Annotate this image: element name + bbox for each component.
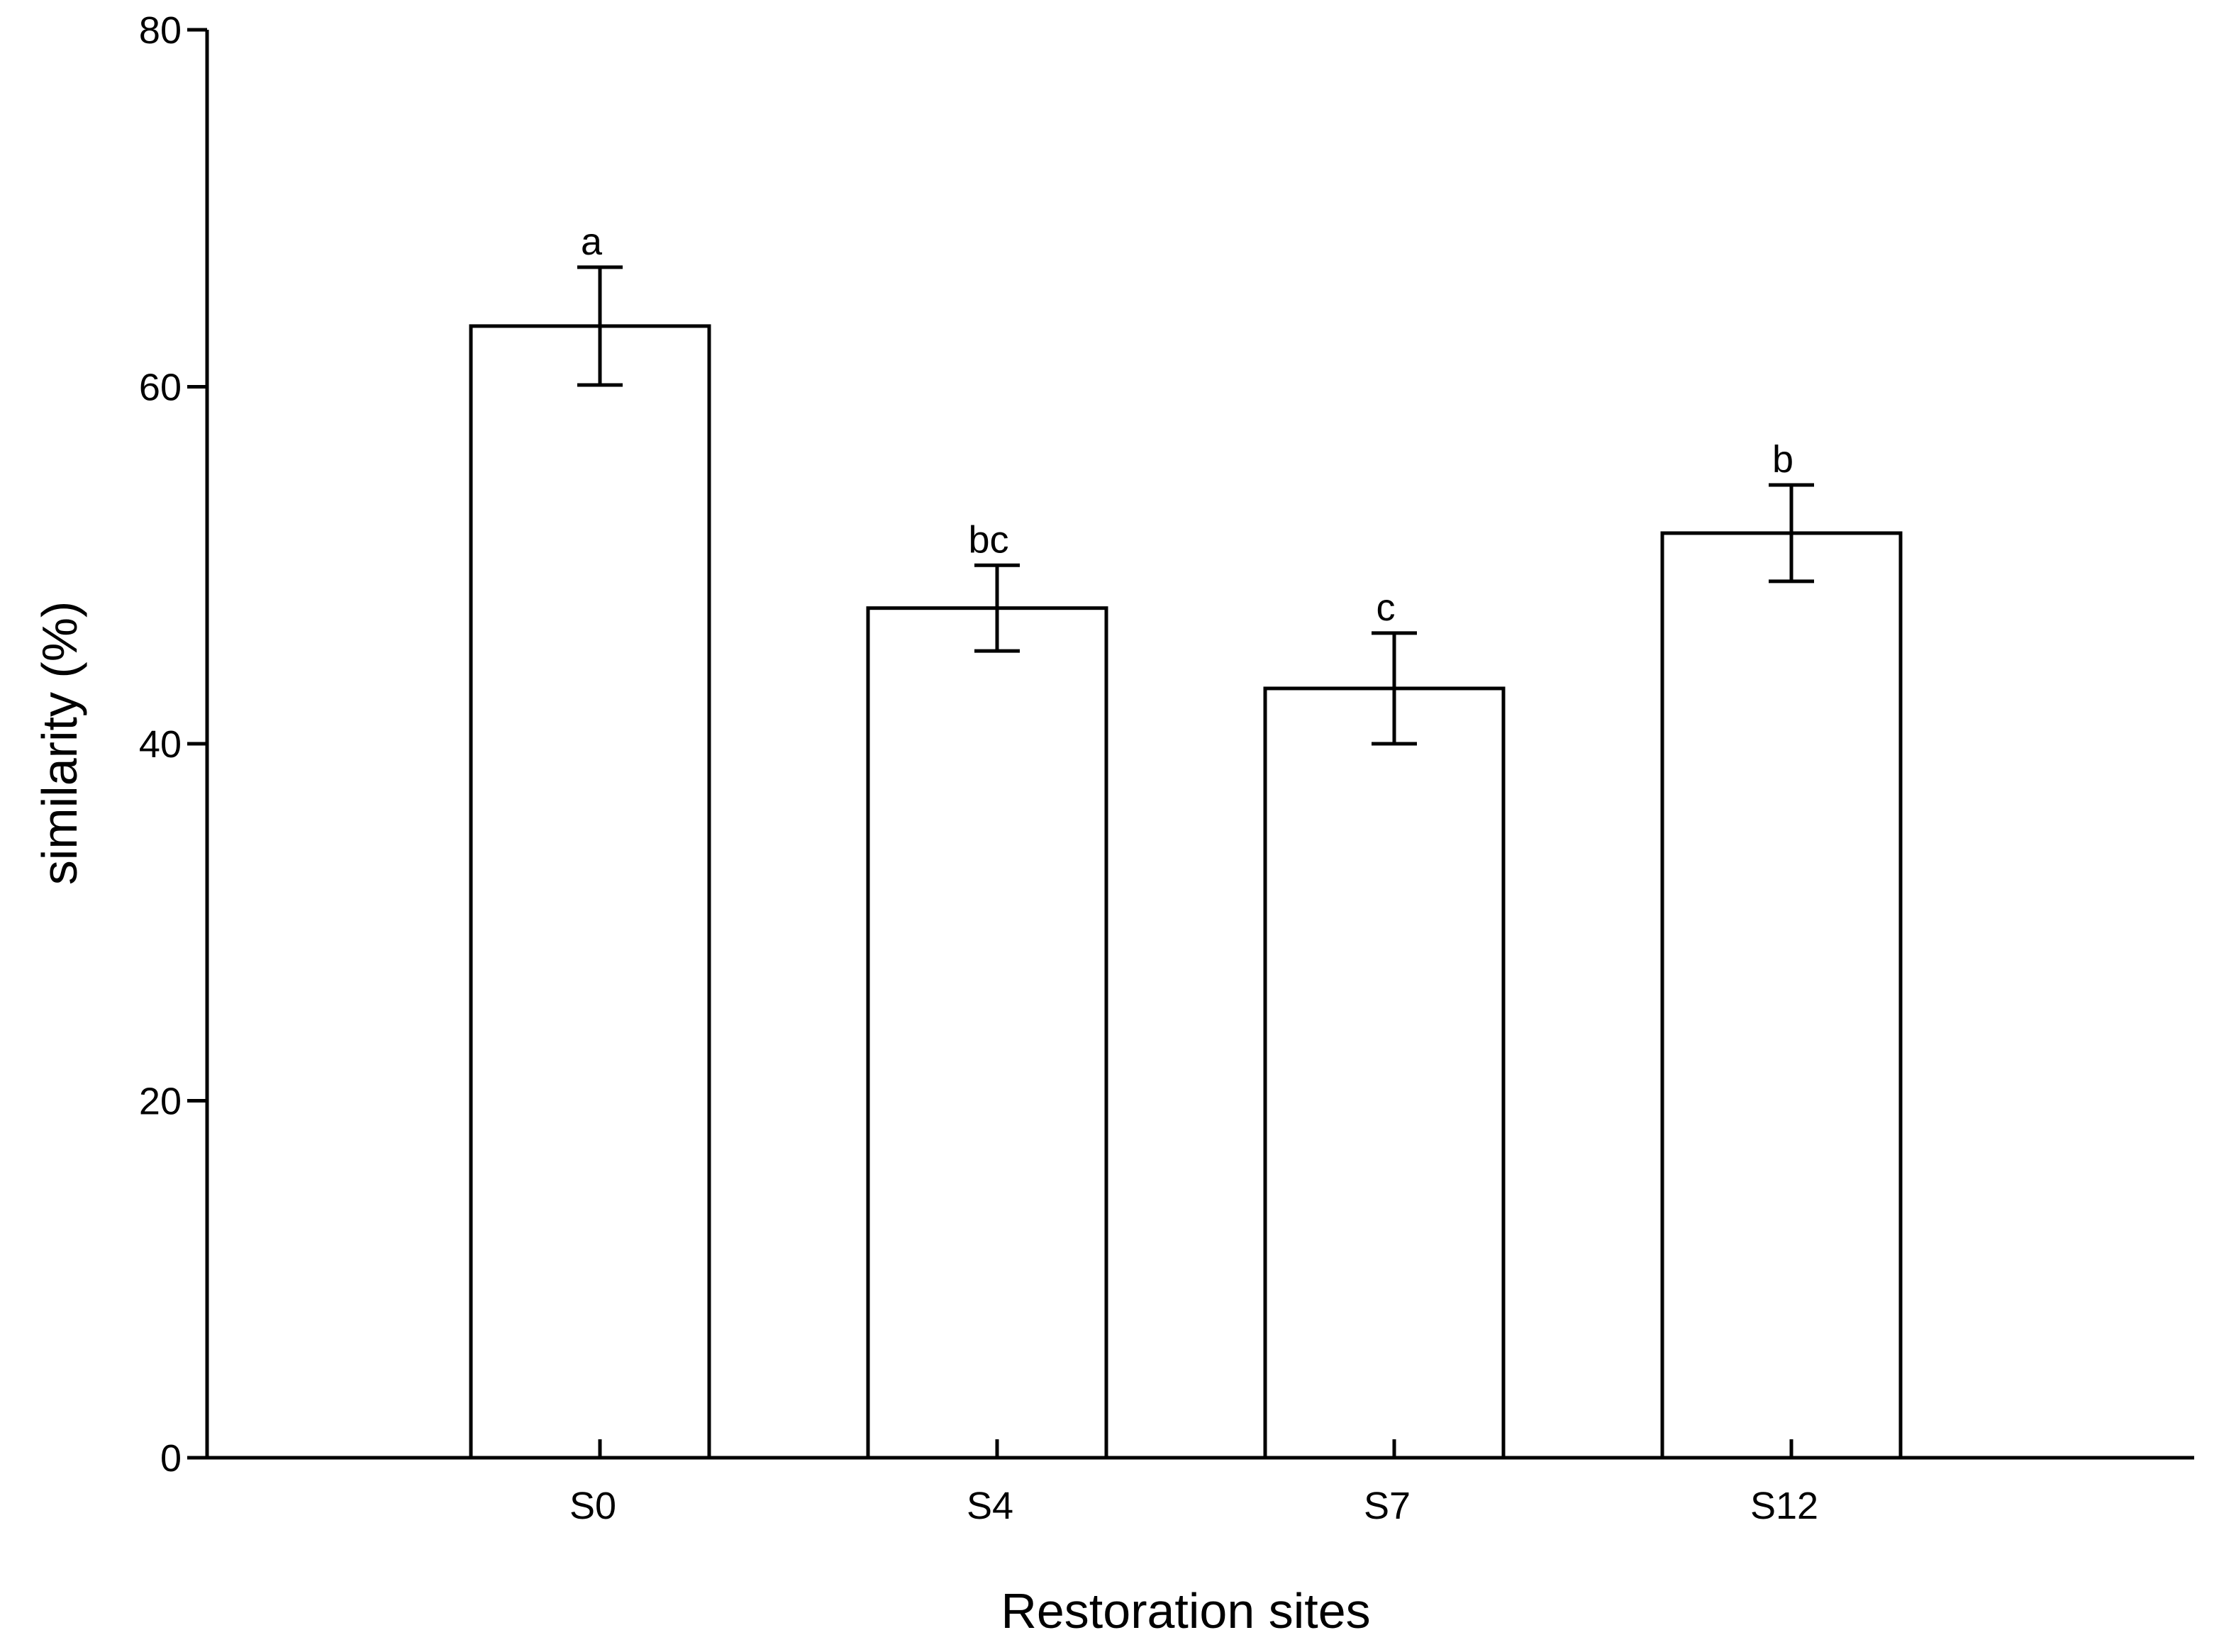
x-tick-label: S0	[569, 1485, 616, 1527]
x-ticks: S0 S4 S7 S12	[569, 1439, 1818, 1527]
y-axis-title: similarity (%)	[32, 601, 87, 886]
error-bar	[1372, 631, 1417, 746]
y-tick-label: 60	[139, 367, 182, 409]
x-tick-label: S12	[1750, 1485, 1818, 1527]
y-tick-label: 0	[160, 1437, 182, 1480]
y-tick-label: 80	[139, 9, 182, 52]
significance-label: b	[1772, 438, 1793, 481]
y-ticks: 0 20 40 60 80	[139, 9, 207, 1480]
error-bar	[1769, 483, 1814, 584]
error-bar	[974, 563, 1020, 653]
x-axis-title: Restoration sites	[1001, 1583, 1370, 1639]
error-bars	[577, 265, 1814, 746]
y-tick-label: 40	[139, 723, 182, 766]
error-bar	[577, 265, 623, 387]
significance-label: bc	[968, 518, 1008, 561]
significance-labels: a bc c b	[581, 221, 1793, 629]
bar	[1263, 686, 1506, 1460]
significance-label: c	[1377, 586, 1396, 629]
bar	[1660, 531, 1903, 1460]
significance-label: a	[581, 221, 603, 263]
bar	[866, 606, 1108, 1460]
bars	[469, 324, 1903, 1460]
bar	[469, 324, 711, 1460]
x-tick-label: S7	[1364, 1485, 1411, 1527]
x-tick-label: S4	[967, 1485, 1013, 1527]
y-tick-label: 20	[139, 1081, 182, 1123]
